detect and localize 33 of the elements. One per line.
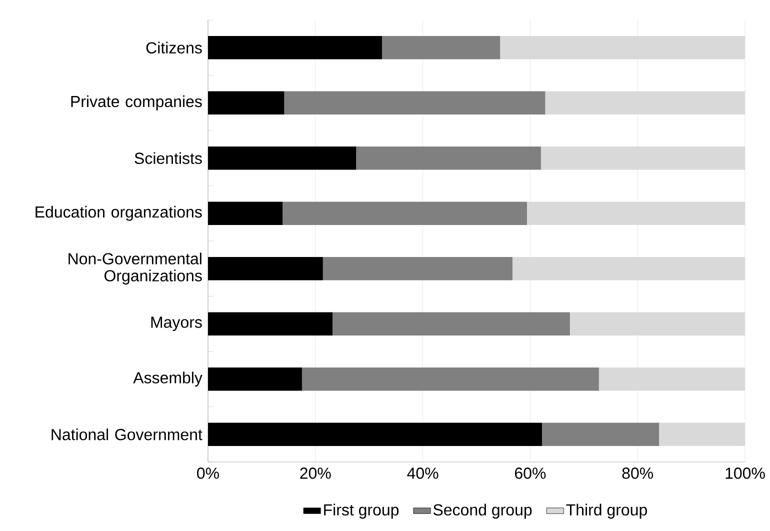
bar	[208, 91, 284, 114]
legend-label: First group	[324, 504, 399, 519]
bar	[302, 368, 599, 391]
y-tick-label: Mayors	[151, 316, 202, 332]
legend-label: Third group	[566, 504, 647, 519]
bar	[208, 36, 382, 60]
x-tick-label: 0%	[197, 468, 219, 479]
bar	[208, 146, 356, 170]
bar	[284, 91, 546, 114]
bar	[282, 202, 527, 225]
y-tick-label: Non-Governmental Organizations	[68, 252, 202, 285]
bar	[208, 368, 302, 391]
y-tick-label: Education organzations	[36, 206, 202, 221]
bar	[542, 422, 660, 446]
bar	[208, 257, 323, 280]
bar	[356, 146, 541, 170]
bar	[208, 312, 333, 336]
bar	[208, 422, 542, 446]
x-tick-label: 100%	[726, 468, 765, 479]
y-tick-label: National Government	[52, 428, 202, 440]
x-tick-label: 20%	[300, 468, 331, 479]
bar	[322, 257, 512, 280]
x-tick-label: 80%	[622, 468, 654, 479]
y-tick-label: Scientists	[134, 152, 202, 164]
y-tick-label: Assembly	[133, 372, 202, 387]
y-tick-label: Private companies	[71, 95, 202, 110]
legend-label: Second group	[433, 504, 532, 519]
x-tick-label: 40%	[407, 468, 438, 479]
bar	[208, 202, 283, 225]
y-tick-label: Citizens	[146, 42, 202, 54]
bar	[332, 312, 570, 336]
x-tick-label: 60%	[515, 468, 546, 479]
bar	[382, 36, 500, 60]
